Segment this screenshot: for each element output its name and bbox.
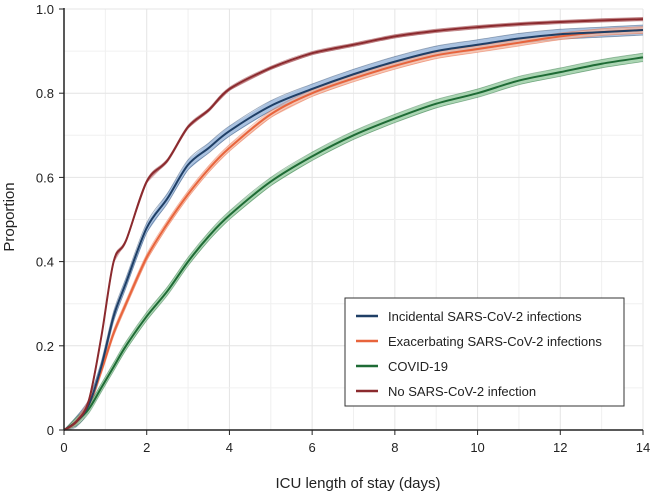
series-line-0 bbox=[63, 29, 644, 431]
series-line-2 bbox=[63, 56, 644, 431]
x-tick-label: 0 bbox=[60, 440, 67, 455]
y-tick-label: 0.6 bbox=[36, 170, 54, 185]
series-lines bbox=[63, 18, 644, 431]
y-tick-label: 0.8 bbox=[36, 86, 54, 101]
band-upper-edge-0 bbox=[63, 24, 644, 431]
x-tick-label: 14 bbox=[636, 440, 650, 455]
axes bbox=[59, 8, 644, 435]
legend: Incidental SARS-CoV-2 infections Exacerba… bbox=[344, 297, 625, 407]
legend-label: COVID-19 bbox=[388, 359, 448, 374]
y-axis-title: Proportion bbox=[1, 182, 18, 251]
band-lower-edge-1 bbox=[63, 33, 644, 431]
x-axis-title: ICU length of stay (days) bbox=[275, 475, 440, 492]
x-tick-label: 2 bbox=[143, 440, 150, 455]
y-tick-label: 0.4 bbox=[36, 255, 54, 270]
tick-labels: 0 2 4 6 8 10 12 14 0 0.2 0.4 0.6 0.8 1.0 bbox=[36, 2, 650, 455]
legend-box bbox=[344, 297, 625, 407]
y-tick-label: 1.0 bbox=[36, 2, 54, 17]
legend-items: Incidental SARS-CoV-2 infections Exacerba… bbox=[356, 309, 602, 399]
series-line-3 bbox=[63, 18, 644, 431]
x-tick-label: 6 bbox=[309, 440, 316, 455]
band-lower-edge-2 bbox=[63, 61, 644, 431]
x-tick-label: 4 bbox=[226, 440, 233, 455]
band-upper-edge-2 bbox=[63, 52, 644, 431]
legend-label: No SARS-CoV-2 infection bbox=[388, 384, 536, 399]
series-line-1 bbox=[63, 29, 644, 431]
y-tick-label: 0.2 bbox=[36, 339, 54, 354]
x-tick-label: 12 bbox=[553, 440, 567, 455]
legend-label: Exacerbating SARS-CoV-2 infections bbox=[388, 334, 602, 349]
y-tick-label: 0 bbox=[47, 423, 54, 438]
x-tick-label: 8 bbox=[391, 440, 398, 455]
x-tick-label: 10 bbox=[470, 440, 484, 455]
legend-label: Incidental SARS-CoV-2 infections bbox=[388, 309, 582, 324]
